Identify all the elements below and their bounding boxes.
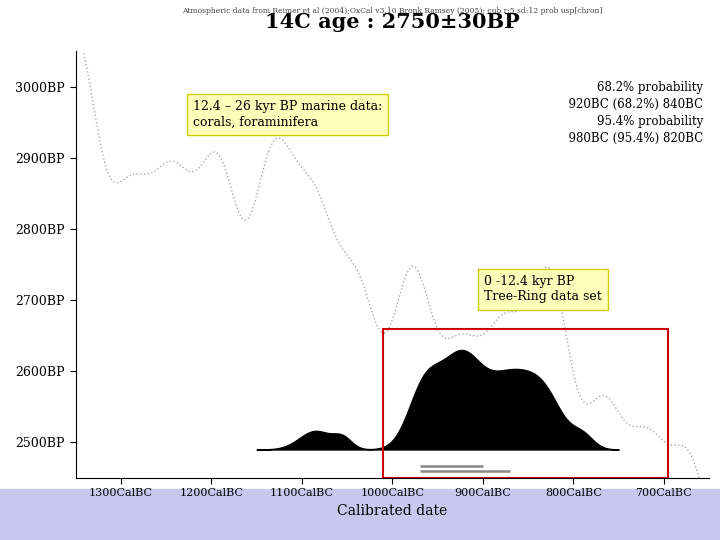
X-axis label: Calibrated date: Calibrated date <box>337 504 448 518</box>
Bar <box>383 329 668 478</box>
Text: 0 -12.4 kyr BP
Tree-Ring data set: 0 -12.4 kyr BP Tree-Ring data set <box>485 275 602 303</box>
Text: 14C age : 2750±30BP: 14C age : 2750±30BP <box>265 12 520 32</box>
Text: 68.2% probability
  920BC (68.2%) 840BC
95.4% probability
  980BC (95.4%) 820BC: 68.2% probability 920BC (68.2%) 840BC 95… <box>561 81 703 145</box>
Bar <box>0 489 720 540</box>
Text: 12.4 – 26 kyr BP marine data:
corals, foraminifera: 12.4 – 26 kyr BP marine data: corals, fo… <box>193 100 382 129</box>
Text: Atmospheric data from Reimer et al (2004);OxCal v3.10 Bronk Ramsey (2005); cub r: Atmospheric data from Reimer et al (2004… <box>182 7 603 15</box>
